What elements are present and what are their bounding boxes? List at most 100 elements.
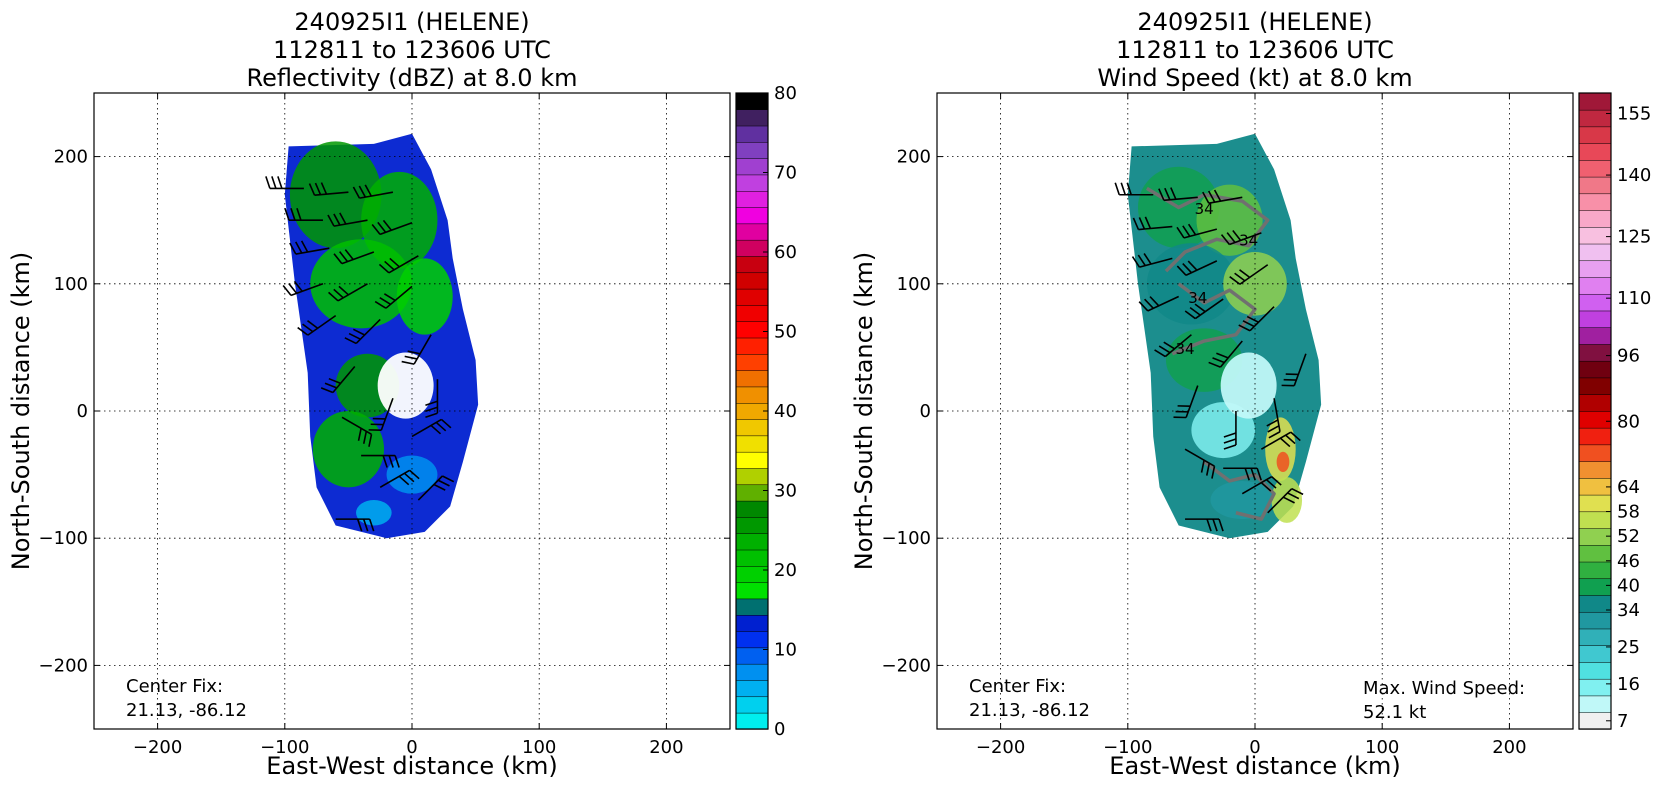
colorbar-swatch: [1578, 142, 1612, 161]
colorbar-swatch: [1578, 511, 1612, 529]
colorbar-swatch: [735, 679, 769, 698]
wind-barb: [308, 182, 349, 196]
wind-barb: [1158, 187, 1198, 202]
y-tick-label: 100: [54, 274, 88, 295]
colorbar-tick-label: 80: [1617, 411, 1640, 432]
wind-barb: [368, 398, 394, 432]
wind-barb: [1184, 448, 1216, 479]
field-cell: [1276, 451, 1290, 473]
wind-barb: [1208, 340, 1243, 368]
wind-barb: [1241, 475, 1282, 495]
colorbar-swatch: [735, 304, 769, 322]
colorbar-tick-label: 10: [774, 640, 797, 661]
colorbar-swatch: [735, 533, 769, 551]
colorbar-swatch: [735, 418, 769, 437]
colorbar-swatch: [1578, 209, 1612, 228]
y-tick-label: −100: [882, 528, 931, 549]
wind-barb: [284, 207, 323, 221]
colorbar-swatch: [1578, 410, 1612, 429]
colorbar-swatch: [735, 141, 769, 159]
wind-barb: [297, 314, 337, 336]
colorbar-swatch: [1578, 293, 1612, 312]
colorbar-swatch: [735, 467, 769, 486]
colorbar-swatch: [735, 696, 769, 714]
wind-barb: [371, 219, 413, 236]
colorbar-swatch: [735, 174, 769, 192]
colorbar-swatch: [1578, 628, 1612, 646]
colorbar-swatch: [735, 712, 769, 730]
colorbar-tick-label: 34: [1617, 600, 1640, 621]
colorbar-swatch: [1578, 193, 1612, 211]
y-axis-ticks: −200 −100 0 100 200: [39, 147, 730, 676]
wind-barb: [417, 475, 455, 501]
center-fix-label: Center Fix:: [969, 676, 1066, 697]
x-axis-label: East-West distance (km): [1109, 752, 1400, 780]
x-tick-label: −200: [976, 737, 1025, 758]
colorbar-swatch: [735, 598, 769, 616]
colorbar-swatch: [735, 565, 769, 583]
wind-barb: [289, 240, 330, 255]
colorbar-swatch: [735, 516, 769, 534]
x-tick-label: 100: [522, 737, 556, 758]
colorbar-swatch: [735, 288, 769, 306]
colorbar-tick-label: 16: [1617, 674, 1640, 695]
colorbar-swatch: [735, 337, 769, 355]
wind-barb: [352, 184, 394, 199]
y-tick-label: 100: [897, 274, 931, 295]
wind-barbs: [265, 176, 455, 532]
wind-barb: [328, 283, 368, 302]
colorbar-tick-label: 50: [774, 322, 797, 343]
wind-barb: [1184, 298, 1224, 320]
colorbar-swatch: [1578, 159, 1612, 178]
colorbar-swatch: [1578, 343, 1612, 362]
max-wind-label: Max. Wind Speed:: [1363, 678, 1525, 699]
wind-barb: [1281, 353, 1307, 387]
colorbar-swatch: [1578, 377, 1612, 395]
colorbar-swatch: [1578, 661, 1612, 680]
contour-label: 34: [1175, 340, 1194, 358]
x-tick-label: 0: [1249, 737, 1260, 758]
contour-label: 34: [1188, 289, 1207, 307]
colorbar-swatch: [735, 614, 769, 632]
colorbar-tick-label: 20: [774, 560, 797, 581]
y-tick-label: 200: [54, 147, 88, 168]
colorbar-tick-label: 80: [774, 83, 797, 104]
contour-line: [1145, 186, 1270, 273]
colorbar-swatch: [1578, 260, 1612, 278]
chart-title-line-3: Wind Speed (kt) at 8.0 km: [1097, 64, 1412, 92]
colorbar-swatch: [1578, 611, 1612, 630]
y-axis-label: North-South distance (km): [850, 252, 878, 571]
colorbar-swatch: [735, 190, 769, 208]
colorbar-swatch: [1578, 327, 1612, 345]
colorbar-swatch: [735, 500, 769, 518]
colorbar-tick-label: 30: [774, 481, 797, 502]
wind-barb: [1131, 253, 1173, 268]
chart-title-line-2: 112811 to 123606 UTC: [1116, 36, 1394, 64]
colorbar-frame: [1578, 92, 1612, 730]
center-fix-label: Center Fix:: [126, 676, 223, 697]
chart-title-line-2: 112811 to 123606 UTC: [273, 36, 551, 64]
colorbar-swatch: [1578, 394, 1612, 412]
contour-label: 34: [1195, 200, 1214, 218]
colorbar-swatch: [735, 92, 769, 110]
colorbar-swatch: [735, 125, 769, 143]
wind-barb: [1238, 306, 1275, 332]
max-wind-value: 52.1 kt: [1363, 702, 1426, 723]
colorbar-swatch: [1578, 544, 1612, 563]
wind-barb: [344, 318, 381, 345]
field-cell: [1271, 477, 1303, 523]
colorbar-swatch: [1578, 427, 1612, 446]
wind-barb: [361, 454, 400, 468]
field-cell: [1210, 480, 1275, 520]
colorbar-tick-label: 58: [1617, 502, 1640, 523]
colorbar-tick-label: 25: [1617, 637, 1640, 658]
x-tick-label: −200: [133, 737, 182, 758]
wind-barb: [1260, 431, 1301, 450]
chart-title-line-1: 240925I1 (HELENE): [294, 8, 529, 36]
chart-title-line-1: 240925I1 (HELENE): [1137, 8, 1372, 36]
gridlines: [94, 93, 730, 729]
wind-barb: [1229, 264, 1269, 285]
reflectivity-field: [284, 133, 479, 539]
colorbar-swatch: [1578, 310, 1612, 328]
wind-barb: [425, 379, 439, 418]
